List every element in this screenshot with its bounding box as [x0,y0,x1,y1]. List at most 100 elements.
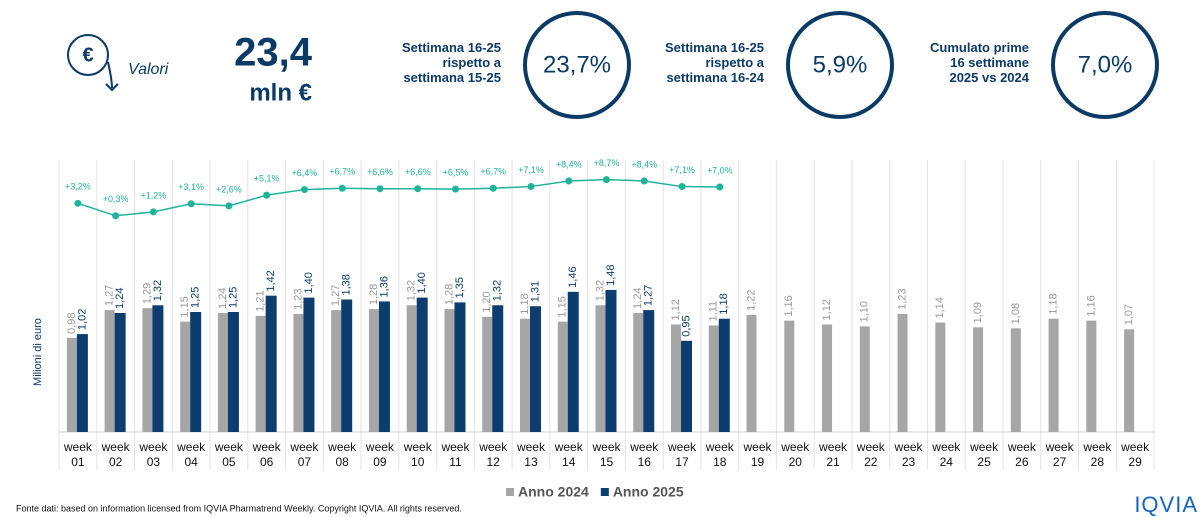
value-label: 1,25 [190,287,202,308]
value-label: 1,23 [896,288,908,309]
bar [784,320,795,432]
value-label: 1,23 [292,288,304,309]
value-label: 1,22 [745,289,757,310]
growth-label: +6,4% [292,168,318,178]
growth-label: +2,6% [216,184,242,194]
value-label: 1,18 [1048,293,1060,314]
value-label: 1,40 [303,272,315,293]
bar [482,316,493,432]
growth-point [74,199,82,207]
icon-ring [67,34,109,76]
value-label: 1,07 [1123,304,1135,325]
x-tick-label: week 01 [63,440,92,469]
bar [1048,318,1059,432]
value-label: 1,15 [557,296,569,317]
x-tick-label: week 18 [705,440,734,469]
value-label: 1,09 [972,302,984,323]
value-label: 1,10 [859,301,871,322]
value-label: 0,95 [680,315,692,336]
kpi-value: 23,7% [543,51,611,78]
bar [378,301,390,432]
bar [66,337,77,432]
bar [142,308,153,432]
growth-label: +6,7% [480,167,506,177]
value-label: 1,35 [454,277,466,298]
growth-label: +5,1% [254,174,280,184]
x-tick-label: week 28 [1083,440,1112,469]
bar [859,326,870,432]
value-label: 1,46 [567,266,579,287]
x-tick-label: week 24 [932,440,961,469]
x-tick-label: week 02 [101,440,130,469]
x-tick-label: week 22 [856,440,885,469]
kpi-circle [786,11,894,119]
kpi-label-line: rispetto a [442,55,501,70]
growth-label: +8,7% [594,158,620,168]
value-label: 1,28 [443,284,455,305]
bar [255,315,266,432]
value-label: 1,16 [783,295,795,316]
x-tick-label: week 12 [479,440,508,469]
x-tick-label: week 26 [1007,440,1036,469]
value-label: 1,24 [114,288,126,309]
x-tick-label: week 25 [970,440,999,469]
value-label: 1,02 [76,309,88,330]
bar [681,340,693,432]
growth-label: +6,7% [329,167,355,177]
growth-label: +8,4% [556,159,582,169]
bar [557,321,568,432]
source: Fonte dati: based on information license… [16,503,462,513]
value-label: 1,38 [341,274,353,295]
growth-label: +7,0% [707,165,733,175]
kpi-label: Cumulato prime 16 settimane 2025 vs 2024 [879,40,1029,85]
x-tick-label: week 04 [177,440,206,469]
growth-label: +7,1% [518,165,544,175]
value-label: 1,15 [179,296,191,317]
value-label: 1,28 [368,284,380,305]
x-tick-label: week 20 [781,440,810,469]
x-tick-label: week 03 [139,440,168,469]
growth-point [716,183,724,191]
value-label: 1,24 [217,288,229,309]
bar [114,312,126,432]
value-label: 1,48 [605,264,617,285]
growth-point [603,176,610,184]
icon-symbol: € [82,44,93,66]
bar [180,321,191,432]
x-tick-label: week 10 [403,440,432,469]
growth-point [225,202,233,210]
kpi-label: Settimana 16-25 rispetto a settimana 15-25 [351,40,501,85]
value-label: 1,18 [519,293,531,314]
value-label: 1,32 [152,280,164,301]
value-label: 1,08 [1010,303,1022,324]
logo: IQVIA [1134,492,1198,517]
legend-label: Anno 2025 [613,484,684,500]
growth-point [640,177,648,185]
bar [406,305,417,432]
value-label: 1,36 [378,276,390,297]
bar [529,306,541,432]
bar [416,297,428,432]
bar [492,305,504,432]
kpi-value: 7,0% [1078,51,1133,78]
growth-point [414,185,422,193]
growth-label: +6,6% [367,167,393,177]
bar [444,309,455,432]
bar [746,314,757,432]
growth-label: +6,6% [405,167,431,177]
value-label: 1,14 [934,297,946,318]
bar [341,299,353,432]
bar [303,297,315,432]
growth-label: +0,3% [103,194,129,204]
growth-label: +6,5% [443,168,469,178]
bar [718,318,730,432]
x-tick-label: week 29 [1121,440,1150,469]
kpi-label-line: Cumulato prime [930,40,1029,55]
growth-label: +1,2% [141,190,167,200]
growth-point [376,185,384,193]
x-tick-label: week 14 [554,440,583,469]
value-label: 1,29 [141,283,153,304]
kpi-label-line: Settimana 16-25 [402,40,501,55]
kpi-label-line: settimana 16-24 [666,70,764,85]
